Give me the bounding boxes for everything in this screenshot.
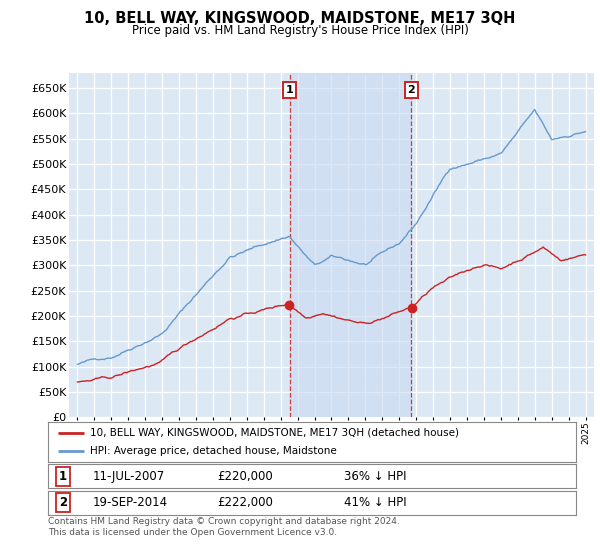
Text: 2: 2	[59, 496, 67, 509]
Text: £220,000: £220,000	[217, 470, 273, 483]
Text: Price paid vs. HM Land Registry's House Price Index (HPI): Price paid vs. HM Land Registry's House …	[131, 24, 469, 36]
Bar	[290, 73, 412, 417]
Text: £222,000: £222,000	[217, 496, 273, 509]
Text: HPI: Average price, detached house, Maidstone: HPI: Average price, detached house, Maid…	[90, 446, 337, 456]
Text: 10, BELL WAY, KINGSWOOD, MAIDSTONE, ME17 3QH (detached house): 10, BELL WAY, KINGSWOOD, MAIDSTONE, ME17…	[90, 428, 459, 437]
Text: 36% ↓ HPI: 36% ↓ HPI	[344, 470, 406, 483]
Text: 19-SEP-2014: 19-SEP-2014	[93, 496, 168, 509]
Text: 10, BELL WAY, KINGSWOOD, MAIDSTONE, ME17 3QH: 10, BELL WAY, KINGSWOOD, MAIDSTONE, ME17…	[85, 11, 515, 26]
Text: 2: 2	[407, 85, 415, 95]
Text: 1: 1	[59, 470, 67, 483]
Text: 11-JUL-2007: 11-JUL-2007	[93, 470, 165, 483]
Text: 41% ↓ HPI: 41% ↓ HPI	[344, 496, 406, 509]
Text: 1: 1	[286, 85, 293, 95]
Text: Contains HM Land Registry data © Crown copyright and database right 2024.
This d: Contains HM Land Registry data © Crown c…	[48, 517, 400, 537]
